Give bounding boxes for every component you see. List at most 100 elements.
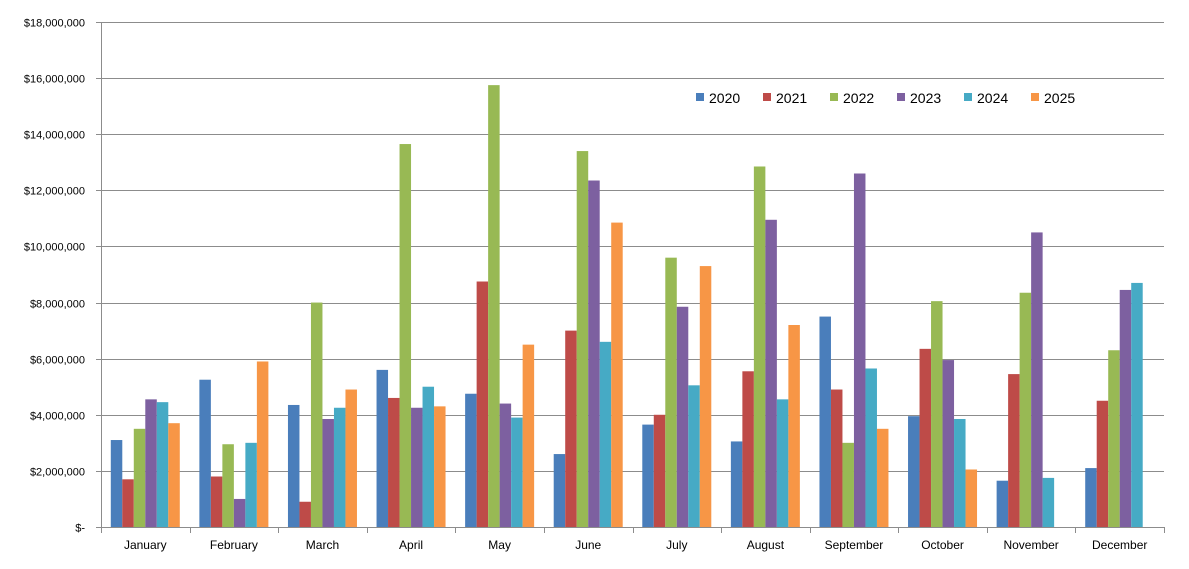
x-tick-label: October [921,538,964,552]
bar-2022-august [753,166,766,528]
bar-2021-february [210,476,223,527]
bar-2022-november [1019,292,1032,527]
bar-2023-april [411,407,423,527]
bar-2021-september [830,389,843,527]
bar-2020-july [642,424,654,527]
bar-2024-june [599,341,612,527]
legend-swatch-2020 [696,93,704,101]
bar-2025-march [345,389,357,527]
y-tick-label: $2,000,000 [30,467,85,479]
x-tick-label: September [825,538,884,552]
bar-2022-may [488,85,500,528]
bar-2022-february [222,444,234,527]
legend-swatch-2022 [830,93,838,101]
bar-2021-june [565,330,577,527]
legend-swatch-2025 [1031,93,1039,101]
bar-2020-june [553,454,566,527]
legend-swatch-2021 [763,93,771,101]
bar-2023-december [1119,289,1132,527]
legend-label-2024: 2024 [977,90,1008,106]
y-tick-label: $18,000,000 [24,18,85,30]
bar-2023-august [765,219,777,528]
bar-2020-november [996,480,1009,527]
x-tick-label: May [488,538,511,552]
bar-2024-april [422,386,435,527]
bar-2024-july [688,385,700,527]
bar-2022-march [310,302,323,527]
bar-2025-june [611,222,623,527]
bar-2024-february [245,442,257,527]
bar-2021-july [653,414,666,527]
bar-2023-march [322,418,334,527]
legend-label-2021: 2021 [776,90,807,106]
bar-2020-april [376,369,389,527]
x-tick-label: July [666,538,687,552]
bar-2025-may [522,344,535,527]
bar-2021-january [122,479,134,527]
bar-2024-september [865,368,877,527]
bar-2021-december [1096,400,1109,527]
x-tick-label: June [575,538,601,552]
legend-label-2022: 2022 [843,90,874,106]
bar-2023-october [942,360,955,527]
x-tick-label: August [747,538,785,552]
axes [96,22,1165,533]
bar-2021-november [1008,374,1020,527]
bar-2024-january [156,402,169,527]
y-tick-label: $10,000,000 [24,242,85,254]
bar-2023-november [1031,232,1043,528]
x-axis-tick-labels: January February March April May June July Augu… [124,538,1147,552]
y-tick-label: $8,000,000 [30,299,85,311]
bar-2025-july [699,266,712,527]
y-tick-label: $6,000,000 [30,355,85,367]
bar-2020-september [819,316,831,527]
y-tick-label: $12,000,000 [24,186,85,198]
bar-2025-april [434,406,446,527]
bar-2023-september [853,173,866,527]
bar-2023-may [499,403,512,527]
bar-2021-august [742,371,754,527]
y-tick-label: $14,000,000 [24,130,85,142]
bars [110,85,1143,528]
bar-2025-august [788,325,800,527]
bar-2021-april [388,397,400,527]
bar-2025-january [168,423,180,527]
bar-2025-september [876,428,889,527]
y-tick-label: $4,000,000 [30,411,85,423]
y-tick-label: $- [75,523,85,535]
bar-2021-march [299,501,311,527]
bar-2025-february [256,361,269,527]
x-tick-label: December [1092,538,1147,552]
bar-2020-december [1085,468,1097,527]
legend-swatch-2024 [964,93,972,101]
bar-2021-may [476,281,489,527]
bar-2024-december [1131,282,1143,527]
bar-2021-october [919,348,932,527]
bar-2020-august [730,441,743,527]
x-tick-label: February [210,538,258,552]
legend-label-2020: 2020 [709,90,740,106]
legend-label-2025: 2025 [1044,90,1075,106]
bar-2020-march [287,404,300,527]
bar-2022-july [665,257,677,527]
legend: 2020 2021 2022 2023 2024 2025 [696,90,1075,106]
bar-2022-april [399,144,412,528]
x-tick-label: January [124,538,167,552]
bar-2022-december [1108,350,1120,527]
legend-label-2023: 2023 [910,90,941,106]
y-tick-label: $16,000,000 [24,74,85,86]
x-tick-label: November [1003,538,1058,552]
bar-2025-october [965,469,978,527]
bar-2020-january [110,440,123,527]
bar-2022-january [133,428,146,527]
bar-2020-may [465,393,477,527]
bar-2023-july [676,306,689,527]
bar-2022-september [842,442,854,527]
bar-2020-february [199,379,211,527]
bar-2024-november [1042,477,1055,527]
bar-2023-january [145,399,157,527]
bar-2023-june [588,180,600,527]
bar-2024-may [511,417,523,527]
